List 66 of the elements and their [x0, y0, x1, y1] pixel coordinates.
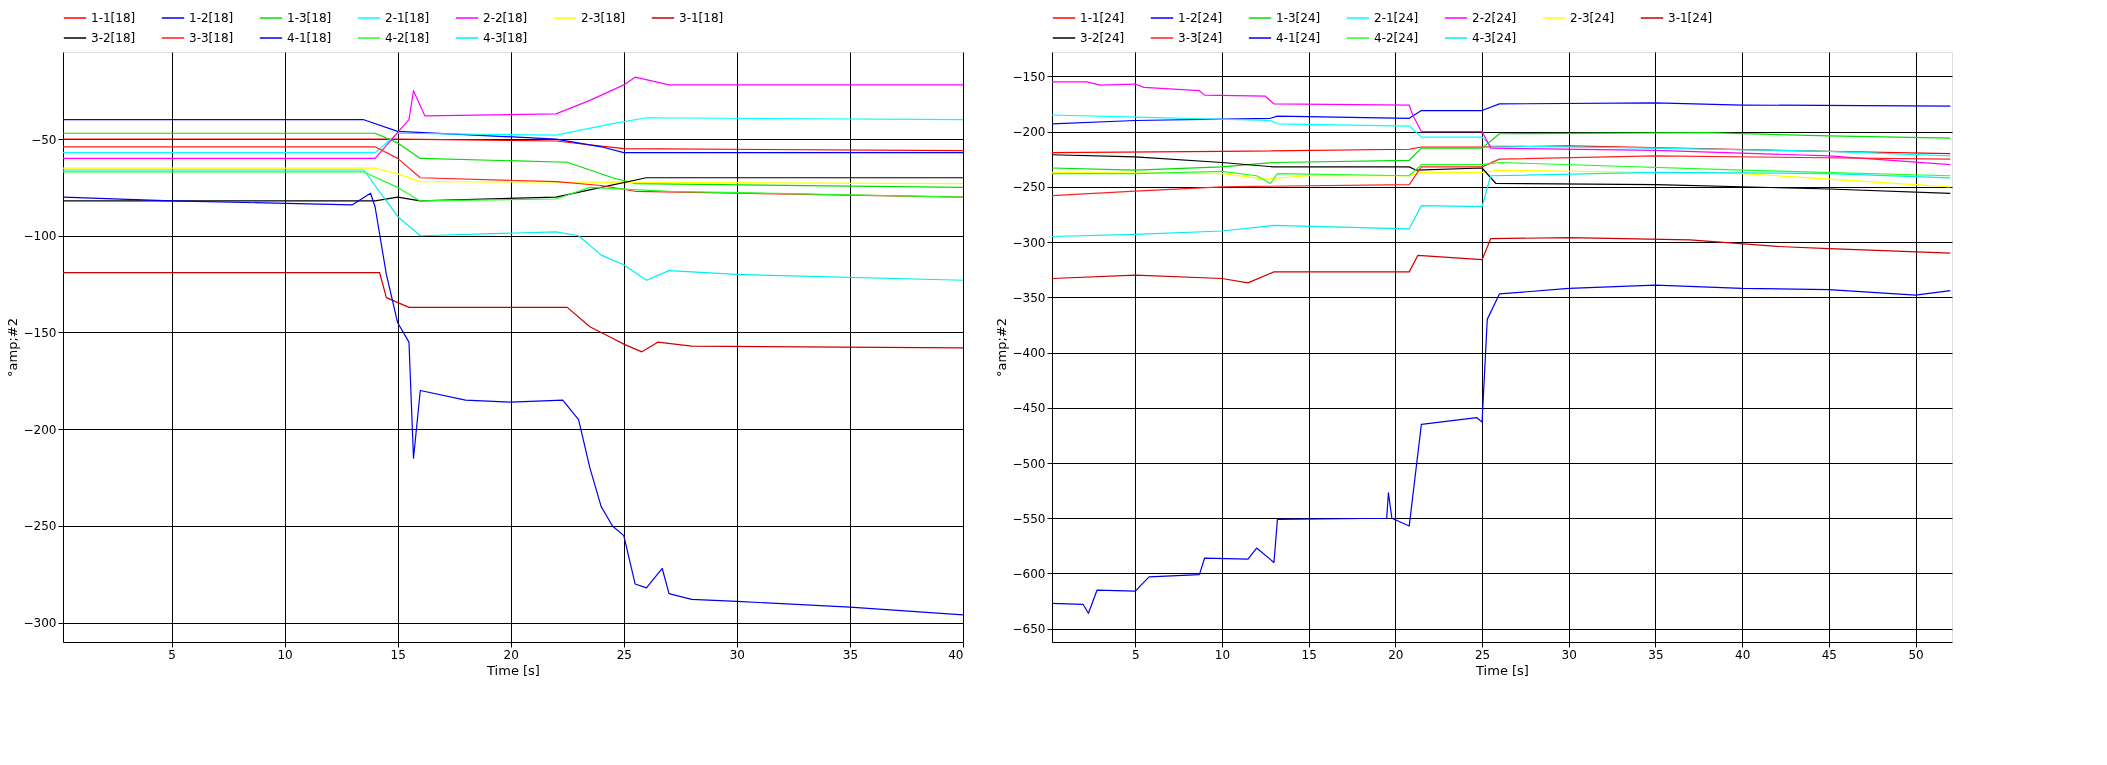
x-tick-label: 25 — [616, 647, 632, 662]
y-tick-label: −100 — [23, 229, 57, 244]
x-tick-label: 30 — [1561, 647, 1577, 662]
x-tick-label: 5 — [1131, 647, 1140, 662]
legend-label: 2-2[18] — [483, 11, 528, 25]
x-tick-label: 5 — [168, 647, 176, 662]
legend-label: 3-2[24] — [1080, 31, 1125, 45]
legend-label: 4-3[24] — [1472, 31, 1517, 45]
legend-label: 2-2[24] — [1472, 11, 1517, 25]
y-tick-label: −250 — [1012, 180, 1046, 195]
y-tick-label: −150 — [1012, 69, 1046, 84]
y-tick-label: −200 — [1012, 125, 1046, 140]
y-tick-label: −300 — [1012, 235, 1046, 250]
x-tick-label: 20 — [1388, 647, 1404, 662]
x-tick-label: 10 — [277, 647, 293, 662]
y-tick-label: −550 — [1012, 511, 1046, 526]
legend-label: 3-2[18] — [91, 31, 136, 45]
x-axis-title: Time [s] — [486, 662, 540, 678]
x-tick-label: 45 — [1821, 647, 1838, 662]
legend-label: 1-1[24] — [1080, 11, 1125, 25]
x-tick-label: 25 — [1474, 647, 1491, 662]
x-tick-label: 30 — [729, 647, 746, 662]
legend-label: 2-3[24] — [1570, 11, 1615, 25]
y-tick-label: −650 — [1012, 622, 1046, 637]
legend-label: 4-2[24] — [1374, 31, 1419, 45]
legend-label: 1-3[24] — [1276, 11, 1321, 25]
y-tick-label: −200 — [23, 422, 57, 437]
x-tick-label: 15 — [390, 647, 406, 662]
y-tick-label: −300 — [23, 616, 57, 631]
legend-label: 3-3[18] — [189, 31, 234, 45]
x-axis-title: Time [s] — [1475, 662, 1529, 678]
x-tick-label: 15 — [1301, 647, 1317, 662]
line-series — [63, 171, 963, 202]
y-axis-title: °amp;#2 — [4, 318, 20, 377]
legend-label: 4-2[18] — [385, 31, 430, 45]
legend-label: 2-1[18] — [385, 11, 430, 25]
legend-label: 4-1[24] — [1276, 31, 1321, 45]
legend-label: 1-2[18] — [189, 11, 234, 25]
legend-label: 4-3[18] — [483, 31, 528, 45]
y-tick-label: −350 — [1012, 290, 1046, 305]
x-tick-label: 40 — [948, 647, 964, 662]
x-tick-label: 35 — [842, 647, 859, 662]
y-tick-label: −150 — [23, 325, 57, 340]
line-series — [1052, 102, 1951, 125]
x-tick-label: 35 — [1648, 647, 1664, 662]
y-tick-label: −400 — [1012, 346, 1046, 361]
legend-label: 4-1[18] — [287, 31, 332, 45]
legend-label: 1-2[24] — [1178, 11, 1223, 25]
x-tick-label: 50 — [1908, 647, 1924, 662]
x-tick-label: 10 — [1214, 647, 1231, 662]
legend-label: 3-1[24] — [1668, 11, 1713, 25]
legend-label: 2-3[18] — [581, 11, 626, 25]
y-axis-title: °amp;#2 — [993, 318, 1009, 377]
legend-label: 3-3[24] — [1178, 31, 1223, 45]
y-tick-label: −250 — [23, 519, 57, 534]
x-tick-label: 40 — [1735, 647, 1751, 662]
legend-label: 1-1[18] — [91, 11, 136, 25]
legend-label: 3-1[18] — [679, 11, 724, 25]
x-tick-label: 20 — [503, 647, 519, 662]
y-tick-label: −600 — [1012, 567, 1046, 581]
y-tick-label: −500 — [1012, 456, 1046, 471]
y-tick-label: −50 — [31, 132, 57, 147]
line-series — [63, 167, 963, 185]
y-tick-label: −450 — [1012, 401, 1046, 416]
legend-label: 1-3[18] — [287, 11, 332, 25]
legend-label: 2-1[24] — [1374, 11, 1419, 25]
